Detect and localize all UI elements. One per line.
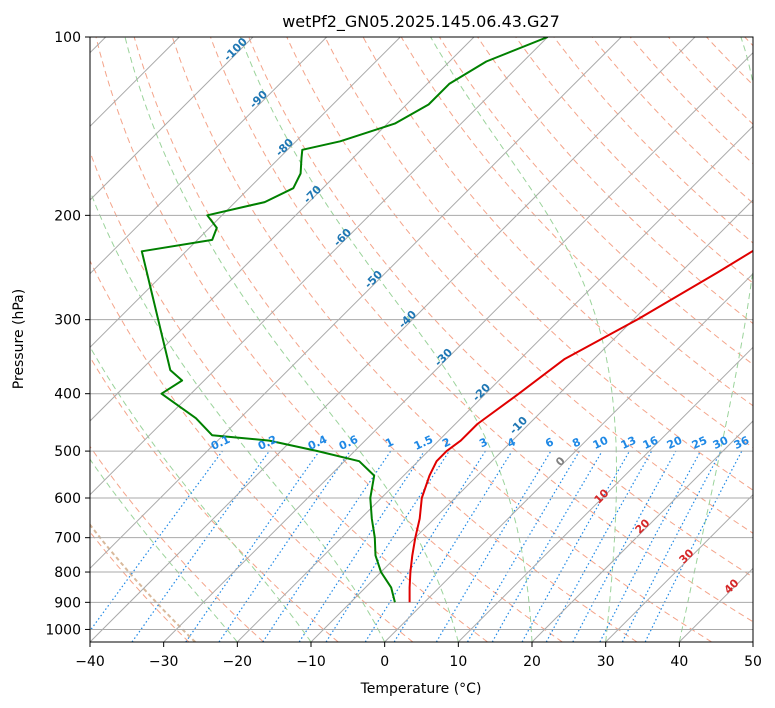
- dry-adiabat-line: [95, 37, 563, 642]
- profile-series: [140, 37, 753, 603]
- isotherm-line: [90, 37, 328, 275]
- dry-adiabat-line: [171, 37, 712, 642]
- moist-adiabat-line: [239, 37, 533, 642]
- moist-adiabats: [90, 37, 753, 642]
- x-tick-label: 30: [597, 654, 615, 670]
- dry-adiabat-line: [400, 37, 753, 407]
- plot-layer: -100-90-80-70-60-50-40-30-20-10010203040…: [90, 37, 753, 642]
- isobar-grid: [90, 37, 753, 630]
- dry-adiabat-line: [248, 37, 753, 578]
- mixing-ratio-line: [572, 450, 677, 642]
- moist-adiabat-line: [678, 37, 753, 642]
- moist-adiabat-line: [90, 189, 386, 642]
- mixing-ratio-line: [491, 450, 603, 642]
- y-tick-label: 1000: [45, 622, 81, 638]
- y-tick-label: 600: [54, 491, 81, 507]
- x-axis-title: Temperature (°C): [360, 681, 482, 697]
- mixing-ratio-label: 25: [690, 434, 709, 452]
- mixing-ratio-label: 30: [711, 434, 731, 452]
- plot-area: [90, 37, 753, 642]
- y-tick-label: 100: [54, 30, 81, 46]
- mixing-ratio-lines: [90, 450, 743, 642]
- y-tick-label: 300: [54, 313, 81, 329]
- y-tick-label: 800: [54, 565, 81, 581]
- y-axis: 100 200 300 400 500 600 700 800 900 1000: [45, 30, 90, 638]
- isotherm-line: [310, 199, 753, 642]
- isotherm-line: [163, 51, 753, 642]
- chart-title: wetPf2_GN05.2025.145.06.43.G27: [282, 12, 560, 32]
- x-axis: −40 −30 −20 −10 0 10 20 30 40 50: [75, 642, 762, 670]
- isotherm-line: [90, 37, 696, 642]
- dendritic-line: [90, 523, 196, 642]
- x-tick-label: 50: [744, 654, 762, 670]
- isotherms: [90, 37, 753, 642]
- dry-adiabat-line: [591, 37, 753, 204]
- isotherm-line: [531, 420, 753, 642]
- dry-adiabat-line: [133, 37, 638, 642]
- mixing-ratio-label: 16: [641, 434, 661, 452]
- mixing-ratio-line: [393, 450, 513, 642]
- dry-adiabat-line: [90, 445, 264, 642]
- isotherm-line: [236, 125, 753, 642]
- x-tick-label: −40: [75, 654, 105, 670]
- mixing-ratio-label: 36: [732, 434, 752, 452]
- x-tick-label: 20: [523, 654, 541, 670]
- isotherm-line: [457, 346, 753, 642]
- mixing-ratio-line: [521, 450, 631, 642]
- mixing-ratio-line: [218, 450, 351, 642]
- isotherm-line: [605, 493, 753, 642]
- mixing-ratio-line: [466, 450, 580, 642]
- dry-adiabat-line: [629, 37, 753, 165]
- isotherm-line: [90, 37, 475, 422]
- isotherm-line: [90, 37, 549, 496]
- dry-adiabat-line: [515, 37, 753, 284]
- isotherm-line: [90, 37, 254, 201]
- dry-adiabat-line: [324, 37, 753, 491]
- moist-adiabat-line: [90, 458, 238, 642]
- y-tick-label: 200: [54, 208, 81, 224]
- x-tick-label: −10: [296, 654, 326, 670]
- mixing-ratio-label: 20: [665, 434, 685, 452]
- dry-adiabat-line: [477, 37, 753, 325]
- x-tick-label: 0: [380, 654, 389, 670]
- mixing-ratio-line: [90, 450, 223, 632]
- isotherm-line: [90, 37, 401, 349]
- x-tick-label: 40: [670, 654, 688, 670]
- mixing-ratio-line: [131, 450, 270, 642]
- mixing-ratio-label: 10: [591, 434, 611, 452]
- mixing-ratio-line: [185, 450, 320, 642]
- moist-adiabat-line: [430, 37, 617, 642]
- dry-adiabats: [90, 37, 753, 642]
- mixing-ratio-label: 13: [619, 434, 638, 452]
- y-tick-label: 700: [54, 531, 81, 547]
- dry-adiabat-line: [210, 37, 753, 623]
- plot-frame: [89, 36, 754, 643]
- isotherm-line: [90, 37, 622, 570]
- x-tick-label: 10: [449, 654, 467, 670]
- y-axis-title: Pressure (hPa): [11, 289, 27, 389]
- dewpoint-profile: [140, 37, 549, 603]
- x-tick-label: −20: [223, 654, 253, 670]
- y-tick-label: 500: [54, 444, 81, 460]
- mixing-ratio-line: [325, 450, 450, 642]
- moist-adiabat-line: [124, 37, 459, 642]
- isotherm-line: [384, 272, 753, 642]
- x-tick-label: −30: [149, 654, 179, 670]
- y-tick-label: 900: [54, 595, 81, 611]
- y-tick-label: 400: [54, 387, 81, 403]
- mixing-ratio-line: [435, 450, 552, 642]
- mixing-ratio-line: [364, 450, 486, 642]
- temperature-profile: [408, 249, 753, 603]
- dendritic-lines: [90, 523, 196, 642]
- dry-adiabat-line: [90, 259, 414, 642]
